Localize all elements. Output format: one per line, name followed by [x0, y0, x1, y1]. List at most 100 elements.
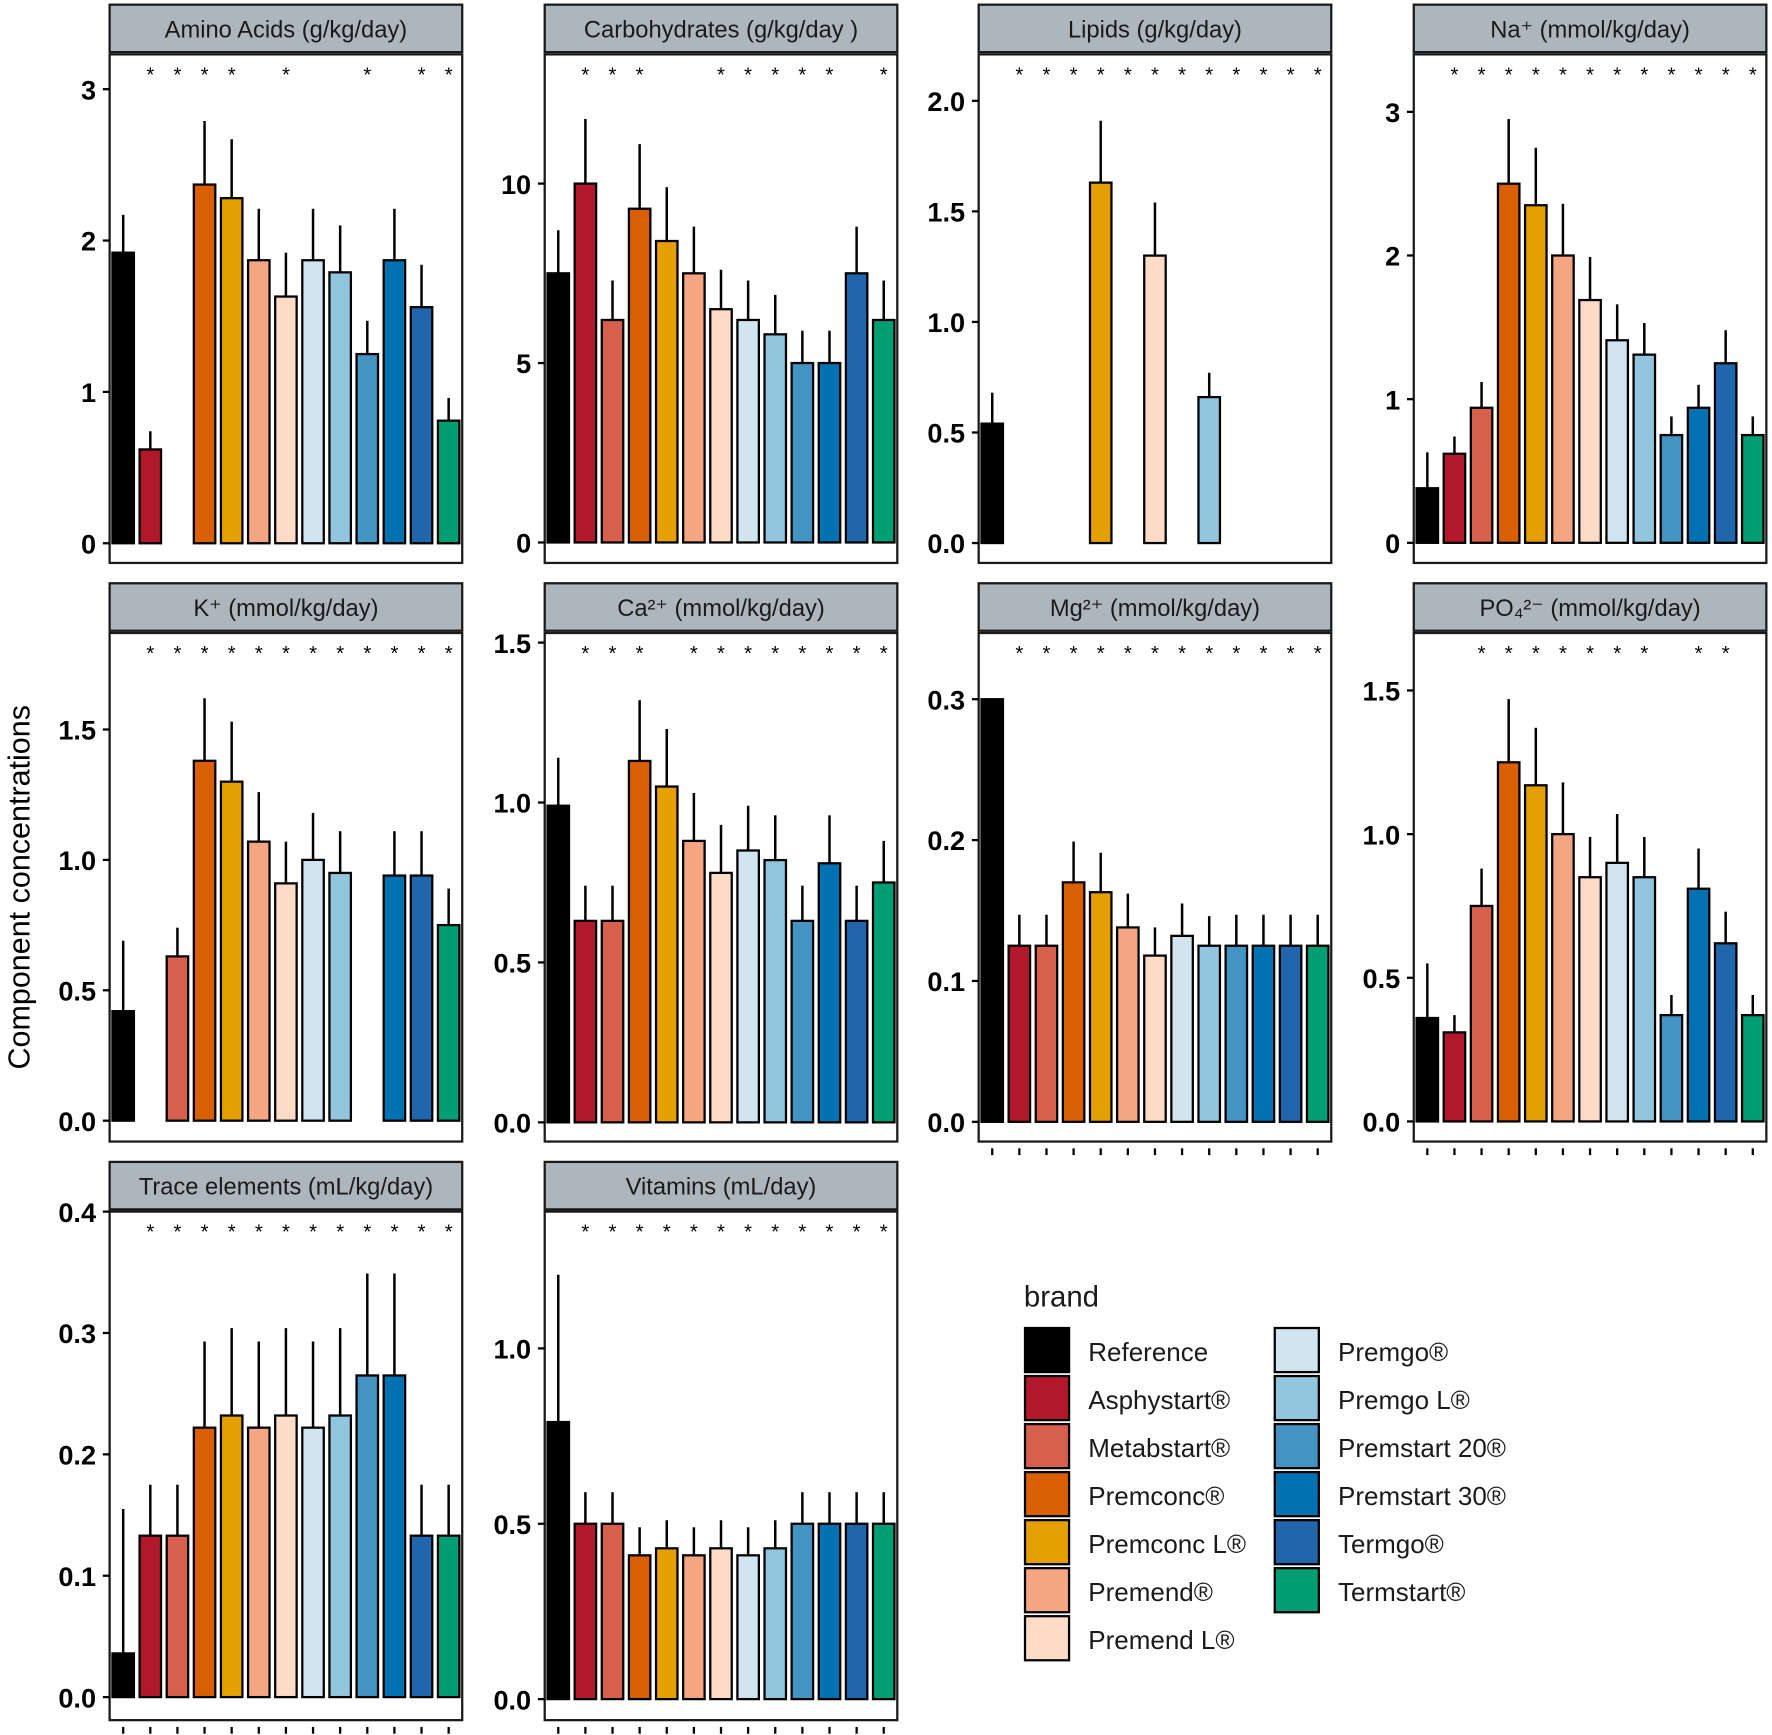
- facet-title: Trace elements (mL/kg/day): [139, 1175, 433, 1201]
- facet-panel: Trace elements (mL/kg/day) 0.0 0.1 0.2 0.3 0.…: [58, 1160, 464, 1734]
- significance-marker: *: [826, 643, 834, 665]
- bar: [328, 1414, 353, 1699]
- legend-swatch: [1023, 1326, 1071, 1374]
- bar: [600, 318, 625, 544]
- bar: [111, 251, 136, 545]
- bar: [219, 1414, 244, 1699]
- significance-marker: *: [744, 65, 752, 87]
- significance-marker: *: [1640, 65, 1648, 87]
- legend-swatch: [1273, 1519, 1320, 1566]
- bar: [436, 1534, 461, 1699]
- facet-panel: K⁺ (mmol/kg/day) 0.0 0.5 1.0 1.5 * * * * * * * * * * * *: [58, 582, 464, 1143]
- bar: [246, 1426, 271, 1699]
- bar: [1469, 406, 1494, 544]
- bar: [1034, 944, 1059, 1123]
- y-tick-label: 1.5: [927, 197, 965, 228]
- significance-marker: *: [1232, 643, 1240, 665]
- significance-marker: *: [798, 1222, 806, 1244]
- bar: [1659, 433, 1684, 544]
- bar: [409, 306, 434, 545]
- y-tick-label: 1.5: [1363, 676, 1401, 707]
- significance-marker: *: [880, 65, 888, 87]
- legend-label: Premend L®: [1088, 1625, 1234, 1655]
- significance-marker: *: [173, 65, 181, 87]
- legend-label: Metabstart®: [1088, 1433, 1230, 1463]
- facet-title: Na⁺ (mmol/kg/day): [1490, 17, 1690, 43]
- significance-marker: *: [1559, 643, 1567, 665]
- bar: [1659, 1014, 1684, 1123]
- significance-marker: *: [146, 1222, 154, 1244]
- bar: [1278, 944, 1303, 1123]
- y-tick-label: 1.0: [58, 845, 96, 876]
- bar: [1686, 406, 1711, 544]
- significance-marker: *: [1151, 643, 1159, 665]
- significance-marker: *: [663, 1222, 671, 1244]
- significance-marker: *: [744, 643, 752, 665]
- significance-marker: *: [1314, 65, 1322, 87]
- y-tick-label: 1.0: [927, 307, 965, 338]
- bar: [355, 1374, 380, 1699]
- bar: [111, 1010, 136, 1122]
- significance-marker: *: [445, 643, 453, 665]
- facet-title: Lipids (g/kg/day): [1068, 17, 1242, 43]
- bar: [1224, 944, 1249, 1123]
- y-tick-label: 0.5: [493, 948, 531, 979]
- facet-strip: [1412, 3, 1768, 54]
- bar: [1088, 181, 1113, 545]
- significance-marker: *: [1070, 643, 1078, 665]
- significance-marker: *: [418, 1222, 426, 1244]
- bar: [1088, 891, 1113, 1123]
- bar: [246, 259, 271, 545]
- significance-marker: *: [826, 65, 834, 87]
- y-tick-label: 0.0: [58, 1106, 96, 1137]
- facet-title: Carbohydrates (g/kg/day ): [584, 17, 858, 43]
- facet-title: PO₄²⁻ (mmol/kg/day): [1479, 596, 1700, 622]
- facet-title: Ca²⁺ (mmol/kg/day): [617, 596, 825, 622]
- bar: [1632, 353, 1657, 544]
- bar: [436, 923, 461, 1122]
- bar: [192, 1426, 217, 1699]
- y-tick-label: 0.0: [493, 1108, 531, 1139]
- bar: [790, 361, 815, 544]
- y-tick-label: 0.5: [493, 1509, 531, 1540]
- significance-marker: *: [717, 65, 725, 87]
- facet-panel: PO₄²⁻ (mmol/kg/day) 0.0 0.5 1.0 1.5 * * * * * * * * *: [1363, 582, 1768, 1156]
- bar: [1251, 944, 1276, 1123]
- legend-swatch: [1273, 1567, 1320, 1614]
- legend-label: Premend®: [1088, 1577, 1213, 1607]
- legend: brand Reference Asphystart® Metabstart® Pre…: [1023, 1281, 1506, 1662]
- significance-marker: *: [363, 643, 371, 665]
- bar: [138, 1534, 163, 1699]
- bar: [111, 1652, 136, 1699]
- significance-marker: *: [1151, 65, 1159, 87]
- legend-swatch: [1023, 1615, 1071, 1662]
- significance-marker: *: [1667, 65, 1675, 87]
- legend-label: Premstart 20®: [1338, 1433, 1506, 1463]
- significance-marker: *: [282, 1222, 290, 1244]
- bar: [1415, 1016, 1440, 1123]
- significance-marker: *: [1640, 643, 1648, 665]
- significance-marker: *: [1532, 65, 1540, 87]
- significance-marker: *: [636, 1222, 644, 1244]
- bar: [654, 239, 679, 544]
- y-tick-label: 3: [81, 74, 96, 105]
- y-tick-label: 0.0: [927, 1107, 965, 1138]
- bar: [382, 1374, 407, 1699]
- significance-marker: *: [1124, 643, 1132, 665]
- y-tick-label: 2.0: [927, 86, 965, 117]
- bar: [1496, 182, 1521, 544]
- facet-strip: [108, 582, 464, 632]
- bar: [1523, 204, 1548, 544]
- bar: [1415, 487, 1440, 544]
- bar: [328, 871, 353, 1122]
- bar: [871, 318, 896, 544]
- legend-swatch: [1273, 1374, 1320, 1422]
- bar: [790, 1522, 815, 1701]
- y-tick-label: 0.0: [493, 1684, 531, 1715]
- significance-marker: *: [418, 643, 426, 665]
- significance-marker: *: [1695, 65, 1703, 87]
- legend-label: Termgo®: [1338, 1529, 1444, 1559]
- bar: [817, 1522, 842, 1701]
- significance-marker: *: [717, 1222, 725, 1244]
